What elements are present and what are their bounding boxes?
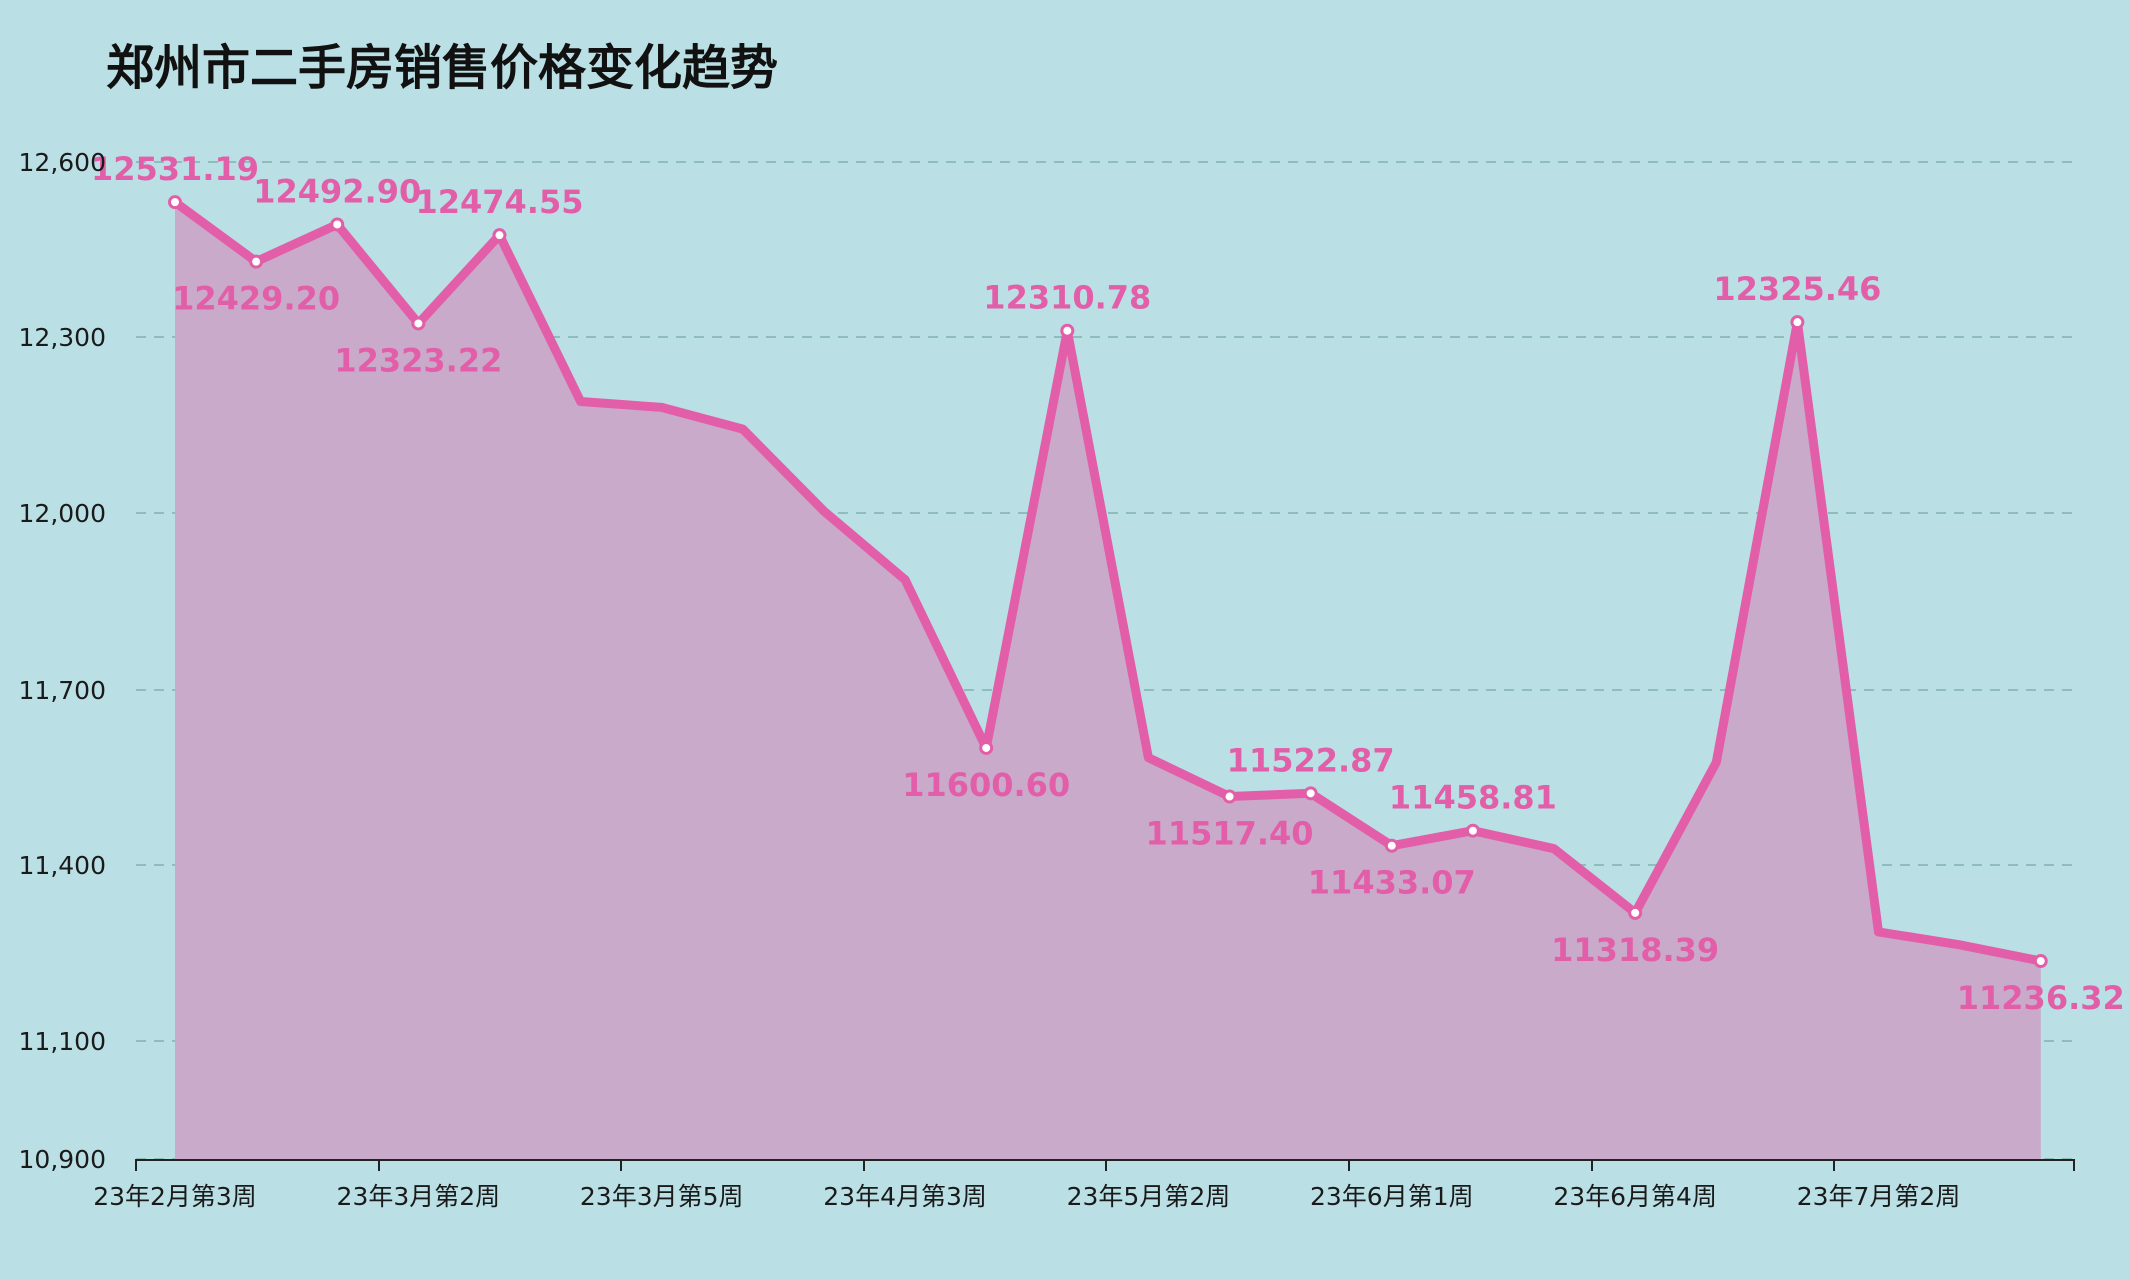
data-point (1060, 323, 1075, 338)
data-labels: 12531.19 12429.20 12492.90 12323.22 12474.55… (91, 150, 2125, 1017)
data-label: 12310.78 (983, 279, 1151, 317)
y-tick-label: 11,400 (19, 851, 106, 880)
data-label: 11522.87 (1227, 741, 1395, 779)
data-point (492, 228, 507, 243)
y-tick-label: 10,900 (19, 1145, 106, 1174)
data-point (979, 740, 994, 755)
x-tick-label: 23年3月第2周 (337, 1182, 501, 1211)
series-line (170, 197, 2046, 966)
data-point (1303, 786, 1318, 801)
x-tick-label: 23年5月第2周 (1067, 1182, 1231, 1211)
data-point (249, 254, 264, 269)
data-label: 11600.60 (902, 766, 1070, 804)
data-point (1628, 905, 1643, 920)
data-points (168, 195, 2048, 969)
area-fill (175, 202, 2041, 1160)
x-tick-label: 23年6月第4周 (1553, 1182, 1717, 1211)
data-label: 12474.55 (415, 183, 583, 221)
data-point (1465, 823, 1480, 838)
data-label: 12531.19 (91, 150, 259, 188)
x-tick-label: 23年4月第3周 (823, 1182, 987, 1211)
x-tick-label: 23年7月第2周 (1797, 1182, 1961, 1211)
data-point (2033, 954, 2048, 969)
data-label: 11458.81 (1389, 779, 1557, 817)
data-label: 11236.32 (1957, 979, 2125, 1017)
y-tick-label: 11,100 (19, 1027, 106, 1056)
y-tick-label: 12,300 (19, 323, 106, 352)
data-label: 11318.39 (1551, 931, 1719, 969)
data-label: 12492.90 (253, 172, 421, 210)
x-axis: 23年2月第3周 23年3月第2周 23年3月第5周 23年4月第3周 23年5月第2周… (93, 1159, 2075, 1211)
data-label: 12325.46 (1713, 270, 1881, 308)
x-tick-label: 23年6月第1周 (1310, 1182, 1474, 1211)
data-point (411, 316, 426, 331)
x-tick-label: 23年2月第3周 (93, 1182, 257, 1211)
data-label: 12323.22 (334, 341, 502, 379)
y-tick-label: 11,700 (19, 676, 106, 705)
area-fill-shape (175, 202, 2041, 1160)
y-tick-label: 12,600 (19, 148, 106, 177)
y-axis: 10,900 11,100 11,400 11,700 12,000 12,300 12,6… (19, 148, 106, 1174)
series-line-path (170, 197, 2046, 966)
data-label: 11517.40 (1146, 815, 1314, 853)
data-point (1222, 789, 1237, 804)
data-point (330, 217, 345, 232)
data-point (168, 195, 182, 210)
data-label: 11433.07 (1308, 864, 1476, 902)
data-label: 12429.20 (172, 280, 340, 318)
data-point (1790, 315, 1805, 330)
x-tick-label: 23年3月第5周 (580, 1182, 744, 1211)
chart-title: 郑州市二手房销售价格变化趋势 (106, 40, 779, 96)
data-point (1384, 838, 1399, 853)
y-tick-label: 12,000 (19, 499, 106, 528)
